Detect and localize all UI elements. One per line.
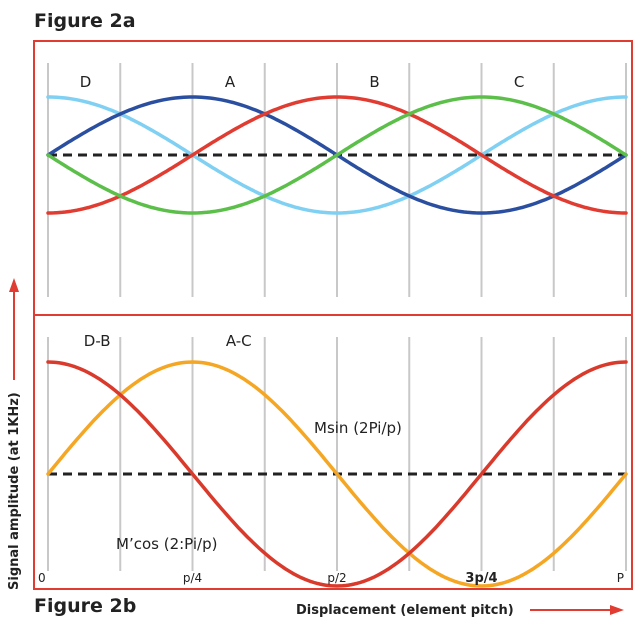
series-line-c	[46, 95, 628, 215]
x-tick-label: 0	[38, 571, 46, 585]
panel-b-frame	[33, 314, 633, 590]
y-axis-arrow	[9, 278, 19, 380]
region-label: A	[225, 73, 236, 91]
region-labels: D A B C D-B A-C	[80, 73, 525, 350]
region-label: A-C	[226, 332, 252, 350]
series-line-b	[46, 95, 628, 215]
series-lines	[46, 95, 628, 588]
grid-lines	[47, 63, 627, 571]
x-tick-labels: 0 p/4 p/2 3p/4 P	[38, 571, 624, 586]
x-tick-label: P	[617, 571, 624, 585]
region-label: C	[514, 73, 524, 91]
x-tick-label: 3p/4	[465, 571, 497, 586]
region-label: D	[80, 73, 92, 91]
mcos-annotation: M’cos (2:Pi/p)	[116, 535, 217, 553]
x-axis-arrow	[530, 605, 624, 615]
series-line-msin-2pi-p-	[46, 360, 628, 588]
series-line-m-cos-2-pi-p-	[46, 360, 628, 588]
x-tick-label: p/4	[183, 571, 202, 585]
panel-a-frame	[33, 40, 633, 316]
x-tick-label: p/2	[327, 571, 346, 585]
y-axis-label: Signal amplitude (at 1KHz)	[7, 392, 22, 590]
figure-2b-title: Figure 2b	[34, 595, 136, 617]
figure-2a-title: Figure 2a	[34, 10, 136, 32]
region-label: B	[369, 73, 379, 91]
region-label: D-B	[84, 332, 111, 350]
x-axis-label: Displacement (element pitch)	[296, 603, 514, 618]
series-line-d	[46, 95, 628, 215]
msin-annotation: Msin (2Pi/p)	[314, 419, 402, 437]
